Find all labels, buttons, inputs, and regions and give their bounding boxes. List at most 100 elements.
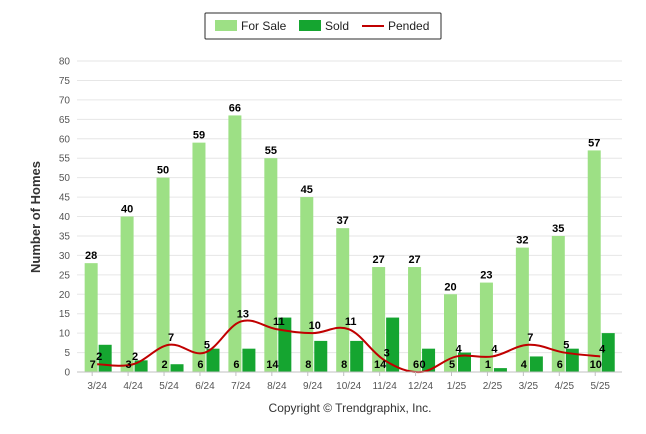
legend-label-for-sale[interactable]: For Sale (241, 19, 287, 33)
y-tick-label: 10 (59, 329, 71, 340)
pended-line-path[interactable] (97, 319, 601, 374)
x-tick-label: 5/24 (159, 381, 179, 392)
bar-for-sale[interactable] (336, 228, 350, 372)
bar-for-sale[interactable] (408, 267, 422, 372)
x-tick-label: 12/24 (408, 381, 433, 392)
data-label-sold: 3 (126, 359, 132, 371)
data-label-for-sale: 37 (337, 215, 349, 227)
data-label-sold: 2 (161, 359, 167, 371)
data-label-pended: 10 (309, 320, 321, 332)
bar-for-sale[interactable] (120, 216, 134, 373)
y-tick-label: 15 (59, 309, 71, 320)
x-tick-label: 11/24 (372, 381, 397, 392)
data-label-for-sale: 27 (373, 254, 385, 266)
x-tick-label: 5/25 (590, 381, 610, 392)
x-tick-label: 6/24 (195, 381, 215, 392)
bar-for-sale[interactable] (372, 267, 386, 372)
x-tick-label: 3/24 (87, 381, 107, 392)
bar-sold[interactable] (134, 360, 148, 372)
data-label-pended: 4 (491, 343, 498, 355)
data-label-pended: 4 (455, 343, 462, 355)
bars (84, 115, 615, 373)
bar-for-sale[interactable] (587, 150, 601, 372)
bar-for-sale[interactable] (300, 197, 314, 372)
bar-for-sale[interactable] (228, 115, 242, 373)
y-axis-ticks: 0 5 10 15 20 25 30 35 40 45 50 55 60 65 70 75 80 (59, 57, 71, 379)
bar-sold[interactable] (493, 368, 507, 372)
data-label-sold: 6 (413, 359, 419, 371)
y-tick-label: 50 (59, 173, 71, 184)
legend-swatch-for-sale[interactable] (215, 20, 237, 31)
y-tick-label: 40 (59, 212, 71, 223)
y-tick-label: 30 (59, 251, 71, 262)
x-tick-label: 9/24 (303, 381, 323, 392)
bar-sold[interactable] (422, 348, 436, 372)
data-label-pended: 7 (168, 332, 174, 344)
y-tick-label: 25 (59, 270, 71, 281)
data-label-sold: 6 (197, 359, 203, 371)
y-axis-title: Number of Homes (28, 161, 43, 273)
y-tick-label: 35 (59, 231, 71, 242)
data-label-sold: 14 (374, 359, 387, 371)
data-label-pended: 13 (237, 308, 249, 320)
data-label-pended: 5 (563, 340, 569, 352)
bar-sold[interactable] (529, 356, 543, 372)
bar-sold[interactable] (314, 340, 328, 372)
data-labels: 2874035025966665514458378271427620523132… (85, 102, 606, 371)
bar-sold[interactable] (386, 317, 400, 372)
y-tick-label: 70 (59, 95, 71, 106)
data-label-sold: 1 (485, 359, 491, 371)
data-label-sold: 5 (449, 359, 455, 371)
y-tick-label: 5 (64, 348, 70, 359)
y-tick-label: 0 (64, 368, 70, 379)
bar-sold[interactable] (170, 364, 184, 372)
bar-for-sale[interactable] (84, 263, 98, 372)
legend-swatch-sold[interactable] (299, 20, 321, 31)
y-tick-label: 75 (59, 76, 71, 87)
bar-sold[interactable] (242, 348, 256, 372)
data-label-for-sale: 28 (85, 250, 97, 262)
bar-sold[interactable] (206, 348, 220, 372)
data-label-pended: 4 (599, 343, 606, 355)
copyright-footer: Copyright © Trendgraphix, Inc. (269, 401, 432, 415)
bar-for-sale[interactable] (479, 282, 493, 372)
data-label-pended: 7 (527, 332, 533, 344)
bar-for-sale[interactable] (515, 247, 529, 372)
data-label-pended: 11 (273, 316, 285, 328)
data-label-pended: 3 (384, 347, 390, 359)
x-tick-label: 7/24 (231, 381, 251, 392)
x-tick-label: 4/24 (123, 381, 143, 392)
data-label-for-sale: 40 (121, 204, 133, 216)
data-label-sold: 14 (266, 359, 279, 371)
bar-for-sale[interactable] (444, 294, 457, 372)
legend-box (204, 12, 442, 40)
bar-for-sale[interactable] (192, 142, 206, 372)
bar-sold[interactable] (350, 340, 364, 372)
data-label-sold: 10 (590, 359, 602, 371)
legend-label-pended[interactable]: Pended (388, 19, 429, 33)
data-label-sold: 7 (90, 359, 96, 371)
x-tick-label: 8/24 (267, 381, 287, 392)
bar-sold[interactable] (601, 333, 615, 372)
bar-for-sale[interactable] (156, 177, 170, 372)
data-label-sold: 4 (521, 359, 528, 371)
data-label-sold: 8 (341, 359, 347, 371)
data-label-for-sale: 32 (516, 235, 528, 247)
data-label-pended: 5 (204, 340, 210, 352)
legend-label-sold[interactable]: Sold (325, 19, 349, 33)
x-tick-label: 4/25 (555, 381, 575, 392)
data-label-for-sale: 23 (480, 270, 492, 282)
data-label-for-sale: 20 (444, 281, 456, 293)
data-label-for-sale: 55 (265, 145, 277, 157)
data-label-sold: 6 (233, 359, 239, 371)
x-tick-label: 3/25 (519, 381, 539, 392)
bar-for-sale[interactable] (551, 235, 565, 372)
data-label-pended: 2 (132, 351, 138, 363)
pended-line (97, 319, 601, 374)
bar-sold[interactable] (458, 352, 471, 372)
x-tick-label: 2/25 (483, 381, 503, 392)
data-label-for-sale: 50 (157, 165, 169, 177)
bar-for-sale[interactable] (264, 158, 278, 372)
x-tick-label: 1/25 (447, 381, 467, 392)
